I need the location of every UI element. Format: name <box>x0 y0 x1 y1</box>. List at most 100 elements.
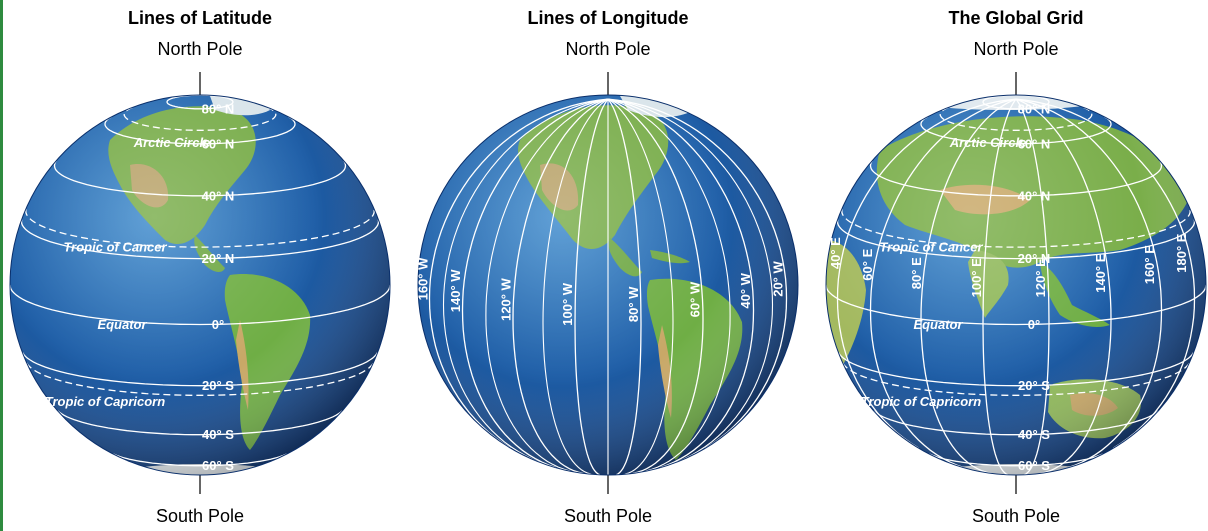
latitude-label: 20° S <box>202 378 234 393</box>
special-line-label: Tropic of Capricorn <box>45 394 165 409</box>
latitude-label: 80° N <box>1018 101 1051 116</box>
latitude-line <box>166 95 234 110</box>
latitude-line <box>826 284 1206 326</box>
longitude-line <box>982 98 1017 475</box>
longitude-line <box>1015 98 1163 469</box>
special-latitude-line <box>841 208 1191 248</box>
special-latitude-line <box>25 208 375 248</box>
north-pole-label: North Pole <box>565 39 650 59</box>
panel-longitude: Lines of Longitude North Pole South Pole… <box>415 8 799 526</box>
latitude-label: 0° <box>1028 317 1040 332</box>
latitude-line <box>10 284 390 326</box>
special-line-label: Tropic of Cancer <box>879 240 983 255</box>
panel-title: Lines of Longitude <box>528 8 689 28</box>
latitude-label: 60° N <box>1018 136 1051 151</box>
longitude-label: 100° W <box>560 282 575 326</box>
special-latitude-line <box>26 362 374 396</box>
south-pole-label: South Pole <box>564 506 652 526</box>
longitude-line-minor <box>442 98 609 464</box>
latitude-label: 60° S <box>1018 458 1050 473</box>
longitude-line <box>1015 98 1050 475</box>
latitude-line <box>53 160 347 197</box>
longitude-line <box>607 98 755 469</box>
latitude-line <box>928 453 1104 467</box>
latitude-line <box>920 116 1112 145</box>
latitude-label: 40° S <box>1018 427 1050 442</box>
longitude-line <box>574 98 609 475</box>
latitude-line <box>873 410 1159 436</box>
latitude-line <box>869 160 1163 197</box>
panel-latitude: Lines of Latitude North Pole South Pole … <box>9 8 391 526</box>
latitude-line <box>112 453 288 467</box>
longitude-label: 120° W <box>499 277 514 321</box>
latitude-label: 40° S <box>202 427 234 442</box>
longitude-line-minor <box>607 98 674 475</box>
latitude-label: 20° N <box>1018 251 1051 266</box>
special-line-label: Tropic of Cancer <box>63 240 167 255</box>
longitude-label: 80° E <box>909 257 924 289</box>
longitude-label: 140° E <box>1093 253 1108 293</box>
latitude-line <box>20 219 380 260</box>
globe <box>418 95 798 475</box>
longitude-line <box>1015 98 1112 475</box>
longitude-line <box>869 98 1017 469</box>
latitude-label: 0° <box>212 317 224 332</box>
longitude-label: 40° E <box>828 237 843 269</box>
panel-global-grid: The Global Grid North Pole South Pole 80… <box>825 8 1207 526</box>
south-pole-label: South Pole <box>156 506 244 526</box>
longitude-line <box>607 98 788 449</box>
longitude-line <box>607 98 704 475</box>
longitude-label: 60° E <box>860 248 875 280</box>
latitude-line <box>57 410 343 436</box>
special-line-label: Equator <box>913 317 963 332</box>
globe <box>10 95 390 475</box>
latitude-label: 60° S <box>202 458 234 473</box>
special-line-label: Arctic Circle <box>133 135 211 150</box>
longitude-label: 180° E <box>1174 233 1189 273</box>
latitude-line <box>21 352 379 387</box>
longitude-label: 20° W <box>771 261 786 297</box>
latitude-label: 20° S <box>1018 378 1050 393</box>
longitude-label: 120° E <box>1033 258 1048 298</box>
panel-title: Lines of Latitude <box>128 8 272 28</box>
longitude-line <box>607 98 642 475</box>
special-latitude-line <box>939 106 1093 131</box>
latitude-label: 40° N <box>202 188 235 203</box>
latitude-label: 40° N <box>1018 188 1051 203</box>
special-latitude-line <box>123 106 277 131</box>
latitude-label: 80° N <box>202 101 235 116</box>
longitude-label: 40° W <box>738 272 753 308</box>
globe <box>826 95 1206 475</box>
longitude-line-minor <box>607 98 731 472</box>
north-pole-label: North Pole <box>157 39 242 59</box>
longitude-line <box>428 98 609 449</box>
latitude-label: 60° N <box>202 136 235 151</box>
longitude-label: 80° W <box>626 286 641 322</box>
latitude-line <box>837 352 1195 387</box>
longitude-line-minor <box>607 98 774 464</box>
longitude-label: 100° E <box>969 258 984 298</box>
latitude-line <box>104 116 296 145</box>
special-line-label: Tropic of Capricorn <box>861 394 981 409</box>
longitude-line <box>1015 98 1196 449</box>
longitude-label: 140° W <box>448 269 463 313</box>
south-pole-label: South Pole <box>972 506 1060 526</box>
longitude-line <box>461 98 609 469</box>
special-latitude-line <box>842 362 1190 396</box>
latitude-label: 20° N <box>202 251 235 266</box>
longitude-line-minor <box>485 98 609 472</box>
longitude-label: 160° W <box>415 257 430 301</box>
longitude-line <box>512 98 609 475</box>
special-line-label: Arctic Circle <box>949 135 1027 150</box>
longitude-line <box>836 98 1017 449</box>
accent-strip <box>0 0 3 531</box>
special-line-label: Equator <box>97 317 147 332</box>
longitude-line-minor <box>542 98 609 475</box>
longitude-line <box>920 98 1017 475</box>
latitude-line <box>836 219 1196 260</box>
panel-title: The Global Grid <box>948 8 1083 28</box>
north-pole-label: North Pole <box>973 39 1058 59</box>
latitude-line <box>982 95 1050 110</box>
longitude-label: 60° W <box>688 281 703 317</box>
